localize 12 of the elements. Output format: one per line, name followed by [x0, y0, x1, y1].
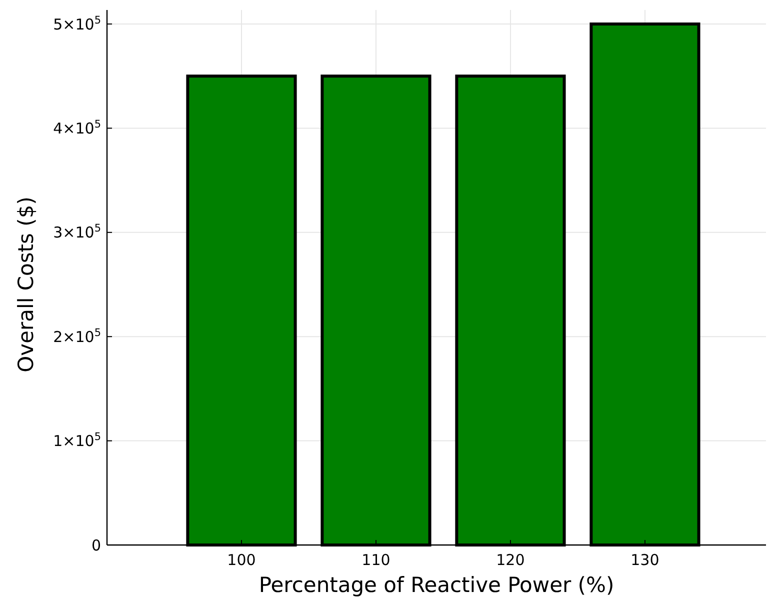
- y-tick-label: 3×10$^{5}$: [53, 222, 101, 242]
- y-tick-label: 1×10$^{5}$: [53, 431, 101, 450]
- y-tick-label: 4×10$^{5}$: [53, 118, 101, 138]
- x-tick-label: 120: [496, 551, 525, 569]
- x-tick-label: 130: [630, 551, 660, 569]
- x-tick-label: 110: [362, 551, 390, 569]
- y-tick-label: 0: [91, 536, 101, 554]
- y-tick-label: 2×10$^{5}$: [53, 326, 101, 346]
- x-tick-label: 100: [227, 551, 256, 569]
- y-axis-title: Overall Costs ($): [14, 196, 38, 372]
- x-axis-title: Percentage of Reactive Power (%): [258, 573, 614, 597]
- y-tick-label: 5×10$^{5}$: [53, 14, 101, 34]
